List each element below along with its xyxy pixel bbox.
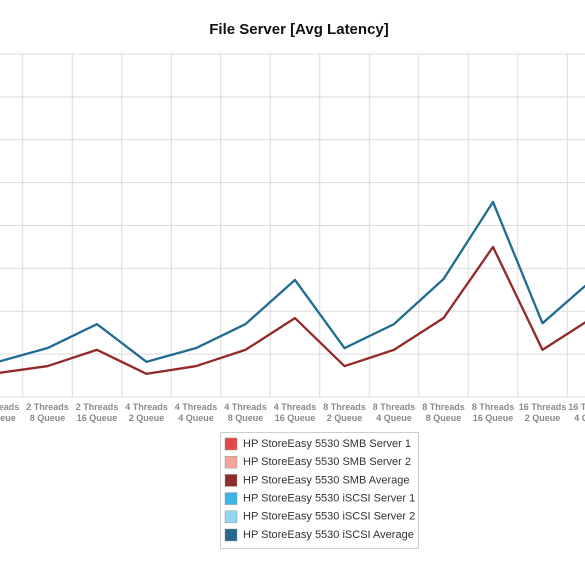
x-tick-label-line: 8 Queue	[228, 413, 264, 423]
legend-swatch	[224, 474, 238, 487]
x-tick-label: 8 Threads 8 Queue	[422, 402, 465, 423]
x-tick-label-line: 16 Threads	[568, 402, 585, 412]
x-tick-label-line: 4 Queue	[376, 413, 412, 423]
legend-swatch	[224, 492, 238, 505]
series-line	[0, 200, 585, 363]
legend-label: HP StoreEasy 5530 SMB Average	[243, 474, 410, 486]
x-tick-label-line: 4 Queue	[0, 413, 16, 423]
legend-label: HP StoreEasy 5530 iSCSI Average	[243, 529, 414, 541]
x-tick-label-line: 8 Queue	[426, 413, 462, 423]
x-tick-label: 8 Threads 2 Queue	[323, 402, 366, 423]
x-tick-label: 2 Threads 16 Queue	[76, 402, 119, 423]
series-line	[0, 245, 585, 375]
x-tick-label: 4 Threads 8 Queue	[224, 402, 267, 423]
legend-label: HP StoreEasy 5530 SMB Server 2	[243, 456, 411, 468]
x-tick-label-line: 16 Queue	[473, 413, 514, 423]
legend-label: HP StoreEasy 5530 SMB Server 1	[243, 438, 411, 450]
x-tick-label-line: 8 Threads	[422, 402, 465, 412]
x-tick-label: 4 Threads 2 Queue	[125, 402, 168, 423]
x-tick-label-line: 2 Queue	[525, 413, 561, 423]
x-tick-label-line: 4 Queue	[574, 413, 585, 423]
x-tick-label: 4 Threads 4 Queue	[175, 402, 218, 423]
x-tick-label-line: 4 Threads	[274, 402, 317, 412]
x-tick-label-line: 16 Queue	[275, 413, 316, 423]
legend-label: HP StoreEasy 5530 iSCSI Server 2	[243, 511, 415, 523]
x-tick-label-line: 4 Threads	[175, 402, 218, 412]
x-tick-label-line: 16 Queue	[77, 413, 118, 423]
x-tick-label-line: 2 Queue	[327, 413, 363, 423]
x-tick-label-line: 8 Threads	[373, 402, 416, 412]
x-tick-label: 16 Threads 2 Queue	[519, 402, 567, 423]
x-tick-label: 2 Threads 8 Queue	[26, 402, 69, 423]
legend-swatch	[224, 437, 238, 451]
x-tick-label-line: 4 Queue	[178, 413, 214, 423]
x-tick-label-line: 4 Threads	[224, 402, 267, 412]
legend-box	[220, 432, 419, 549]
x-tick-label-line: 16 Threads	[519, 402, 567, 412]
x-tick-label: 8 Threads 16 Queue	[472, 402, 515, 423]
x-tick-label-line: 8 Threads	[472, 402, 515, 412]
x-tick-label-line: 2 Threads	[0, 402, 19, 412]
legend-swatch	[224, 455, 238, 469]
x-tick-label: 8 Threads 4 Queue	[373, 402, 416, 423]
x-tick-label-line: 2 Queue	[129, 413, 165, 423]
series-line	[0, 245, 585, 375]
legend-swatch	[224, 510, 238, 524]
x-tick-label-line: 8 Threads	[323, 402, 366, 412]
x-tick-label-line: 4 Threads	[125, 402, 168, 412]
chart-title: File Server [Avg Latency]	[209, 21, 389, 38]
x-tick-label-line: 8 Queue	[30, 413, 66, 423]
series-line	[0, 245, 585, 375]
x-tick-label: 4 Threads 16 Queue	[274, 402, 317, 423]
legend-swatch	[224, 528, 238, 542]
legend-label: HP StoreEasy 5530 iSCSI Server 1	[243, 493, 415, 505]
x-tick-label-line: 2 Threads	[26, 402, 69, 412]
x-tick-label-line: 2 Threads	[76, 402, 119, 412]
